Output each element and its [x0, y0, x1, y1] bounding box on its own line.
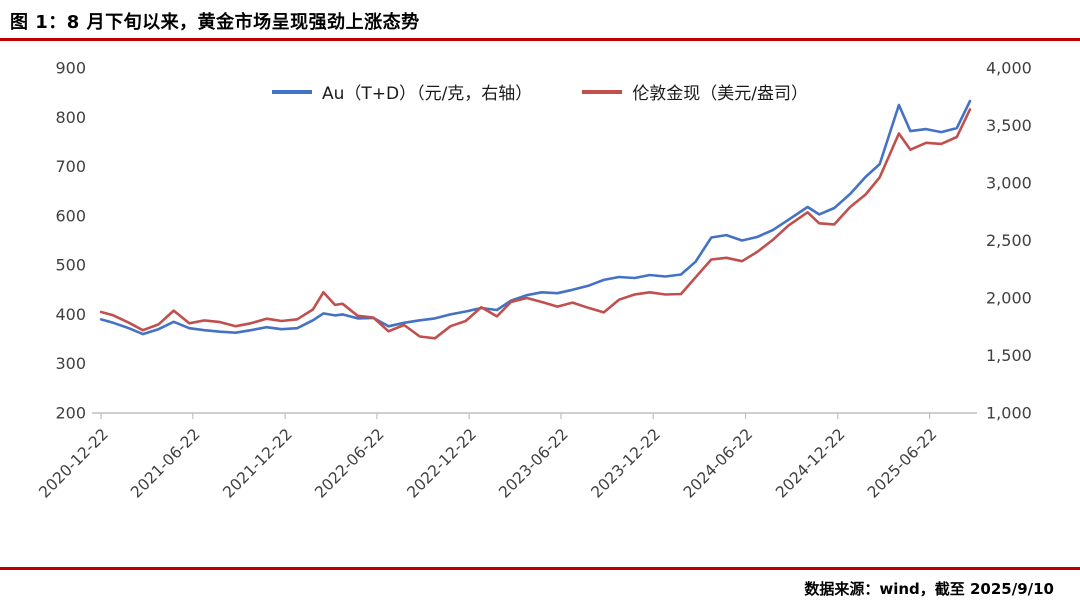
- legend-item-london: 伦敦金现（美元/盎司）: [582, 79, 808, 104]
- au-series-line: [99, 99, 972, 336]
- legend-item-au: Au（T+D）（元/克，右轴）: [271, 79, 533, 104]
- data-source: 数据来源：wind，截至 2025/9/10: [804, 580, 1054, 598]
- left-axis-label: 600: [55, 206, 86, 225]
- x-tick-label: 2022-12-22: [404, 425, 480, 501]
- left-axis-label: 300: [55, 354, 86, 373]
- x-tick-label: 2020-12-22: [35, 425, 111, 501]
- x-tick-label: 2023-12-22: [588, 425, 664, 501]
- left-axis-label: 800: [55, 108, 86, 127]
- x-tick-label: 2024-06-22: [680, 425, 756, 501]
- bottom-divider: [0, 567, 1080, 570]
- legend-label-au: Au（T+D）（元/克，右轴）: [321, 84, 533, 104]
- top-divider: [0, 38, 1080, 41]
- x-tick-label: 2025-06-22: [864, 425, 940, 501]
- left-axis-label: 900: [55, 59, 86, 78]
- left-axis-label: 500: [55, 256, 86, 275]
- x-tick-label: 2024-12-22: [772, 425, 848, 501]
- legend-label-london: 伦敦金现（美元/盎司）: [632, 84, 809, 104]
- left-axis-label: 700: [55, 157, 86, 176]
- right-axis-label: 3,500: [986, 116, 1032, 135]
- x-tick-label: 2021-12-22: [220, 425, 296, 501]
- x-tick-label: 2022-06-22: [311, 425, 387, 501]
- figure-title: 图 1：8 月下旬以来，黄金市场呈现强劲上涨态势: [10, 12, 420, 33]
- right-axis-label: 1,000: [986, 404, 1032, 423]
- right-axis-label: 2,000: [986, 289, 1032, 308]
- left-axis-label: 200: [55, 404, 86, 423]
- x-tick-label: 2021-06-22: [127, 425, 203, 501]
- right-axis-label: 4,000: [986, 59, 1032, 78]
- x-tick-label: 2023-06-22: [495, 425, 571, 501]
- chart-legend: Au（T+D）（元/克，右轴） 伦敦金现（美元/盎司）: [0, 79, 1080, 104]
- right-axis-label: 2,500: [986, 231, 1032, 250]
- left-axis-label: 400: [55, 305, 86, 324]
- right-axis-label: 3,000: [986, 174, 1032, 193]
- london-series-line: [99, 108, 972, 340]
- london-line-swatch: [582, 89, 623, 94]
- right-axis-label: 1,500: [986, 346, 1032, 365]
- au-line-swatch: [271, 89, 312, 94]
- gold-price-line-chart: 2020-12-22 2021-06-22 2021-12-22 2022-06-22…: [35, 59, 1032, 502]
